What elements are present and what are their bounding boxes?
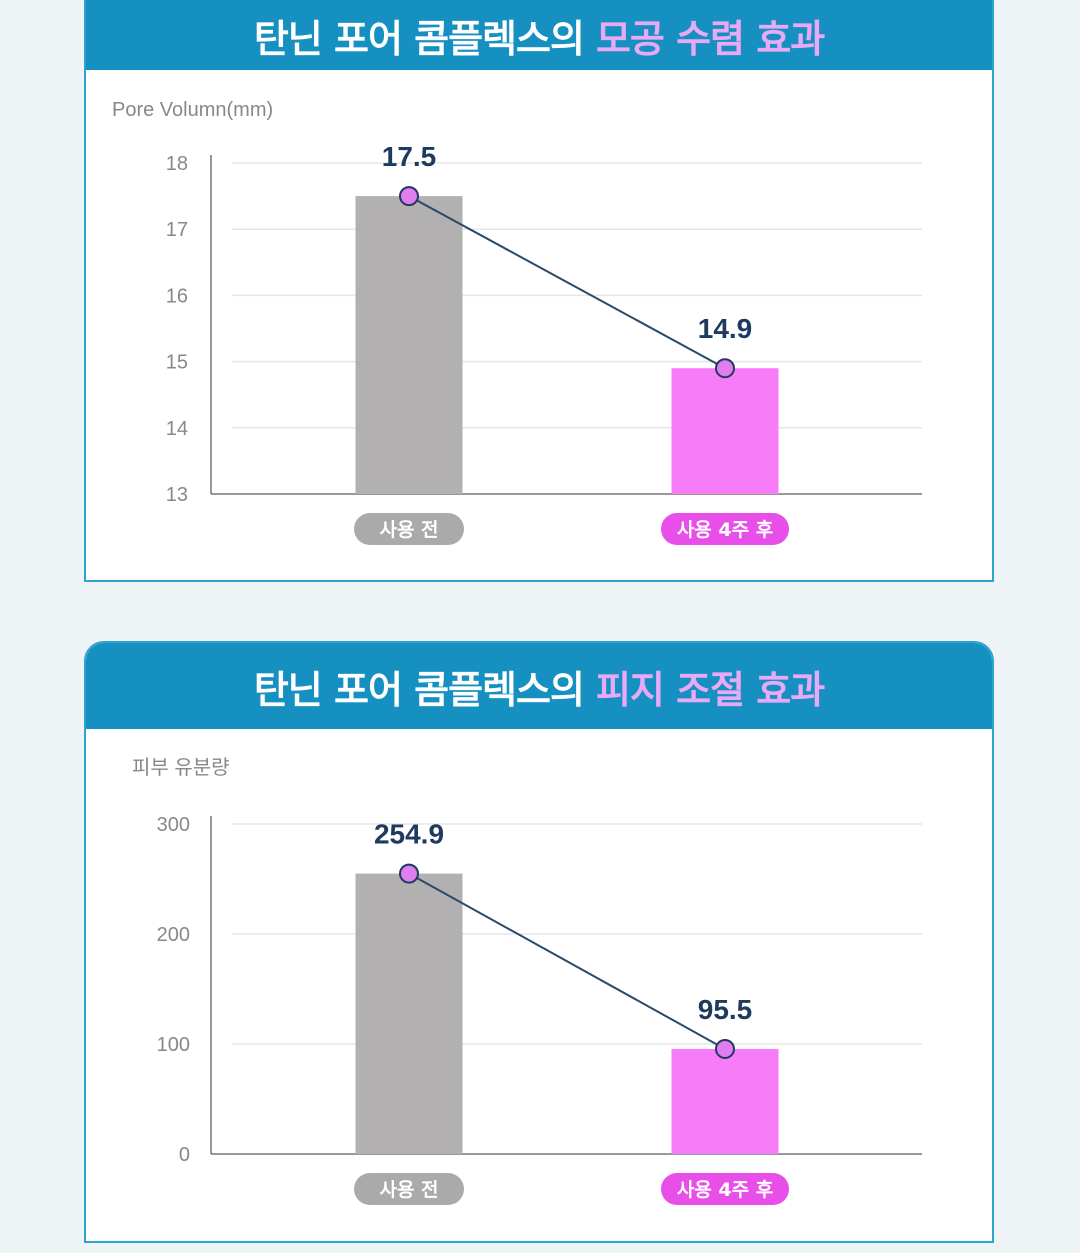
chart-header: 탄닌 포어 콤플렉스의 모공 수렴 효과 (86, 0, 992, 70)
x-tick-label: 사용 4주 후 (677, 519, 773, 541)
category-pill (354, 513, 464, 545)
y-tick-label: 0 (179, 1144, 190, 1166)
data-point (715, 1038, 735, 1059)
data-label: 17.5 (382, 141, 437, 172)
sebum-chart-card: 탄닌 포어 콤플렉스의 피지 조절 효과 피부 유분량 0 100 200 300 254… (84, 641, 994, 1243)
data-point (399, 186, 419, 207)
chart-header: 탄닌 포어 콤플렉스의 피지 조절 효과 (86, 643, 992, 729)
bar (355, 873, 463, 1154)
data-label: 95.5 (698, 994, 753, 1025)
bar (355, 196, 463, 494)
x-tick-label: 사용 전 (379, 1179, 438, 1201)
chart-title-highlight: 모공 수렴 효과 (595, 16, 825, 61)
y-axis-label: Pore Volumn(mm) (112, 99, 273, 121)
y-tick-label: 15 (166, 352, 188, 374)
y-tick-label: 16 (166, 285, 188, 307)
y-tick-label: 100 (157, 1034, 190, 1056)
pore-chart-card: 탄닌 포어 콤플렉스의 모공 수렴 효과 Pore Volumn(mm) 13 14… (84, 0, 994, 582)
chart-title: 탄닌 포어 콤플렉스의 (253, 667, 585, 712)
y-tick-label: 200 (157, 924, 190, 946)
chart-title-highlight: 피지 조절 효과 (595, 667, 825, 712)
y-tick-label: 17 (166, 219, 188, 241)
x-tick-label: 사용 4주 후 (677, 1179, 773, 1201)
trend-line (408, 872, 726, 1050)
sebum-chart: 피부 유분량 0 100 200 300 254.9 사용 전 95.5 사용 4주 후 (132, 756, 922, 1205)
y-tick-label: 13 (166, 484, 188, 506)
y-tick-label: 300 (157, 814, 190, 836)
y-axis-label: 피부 유분량 (132, 756, 230, 779)
data-label: 254.9 (374, 819, 444, 850)
category-pill (354, 1173, 464, 1205)
category-pill (661, 513, 789, 545)
data-label: 14.9 (698, 313, 753, 344)
category-pill (661, 1173, 789, 1205)
data-point (715, 358, 735, 379)
chart-title: 탄닌 포어 콤플렉스의 (253, 16, 585, 61)
pore-volume-chart: Pore Volumn(mm) 13 14 15 16 17 18 17.5 사용 전 14.9 사… (112, 99, 922, 545)
y-tick-label: 18 (166, 153, 188, 175)
bar (671, 1048, 779, 1154)
bar (671, 368, 779, 494)
trend-line (408, 195, 726, 370)
data-point (399, 863, 419, 884)
y-tick-label: 14 (166, 418, 188, 440)
x-tick-label: 사용 전 (379, 519, 438, 541)
